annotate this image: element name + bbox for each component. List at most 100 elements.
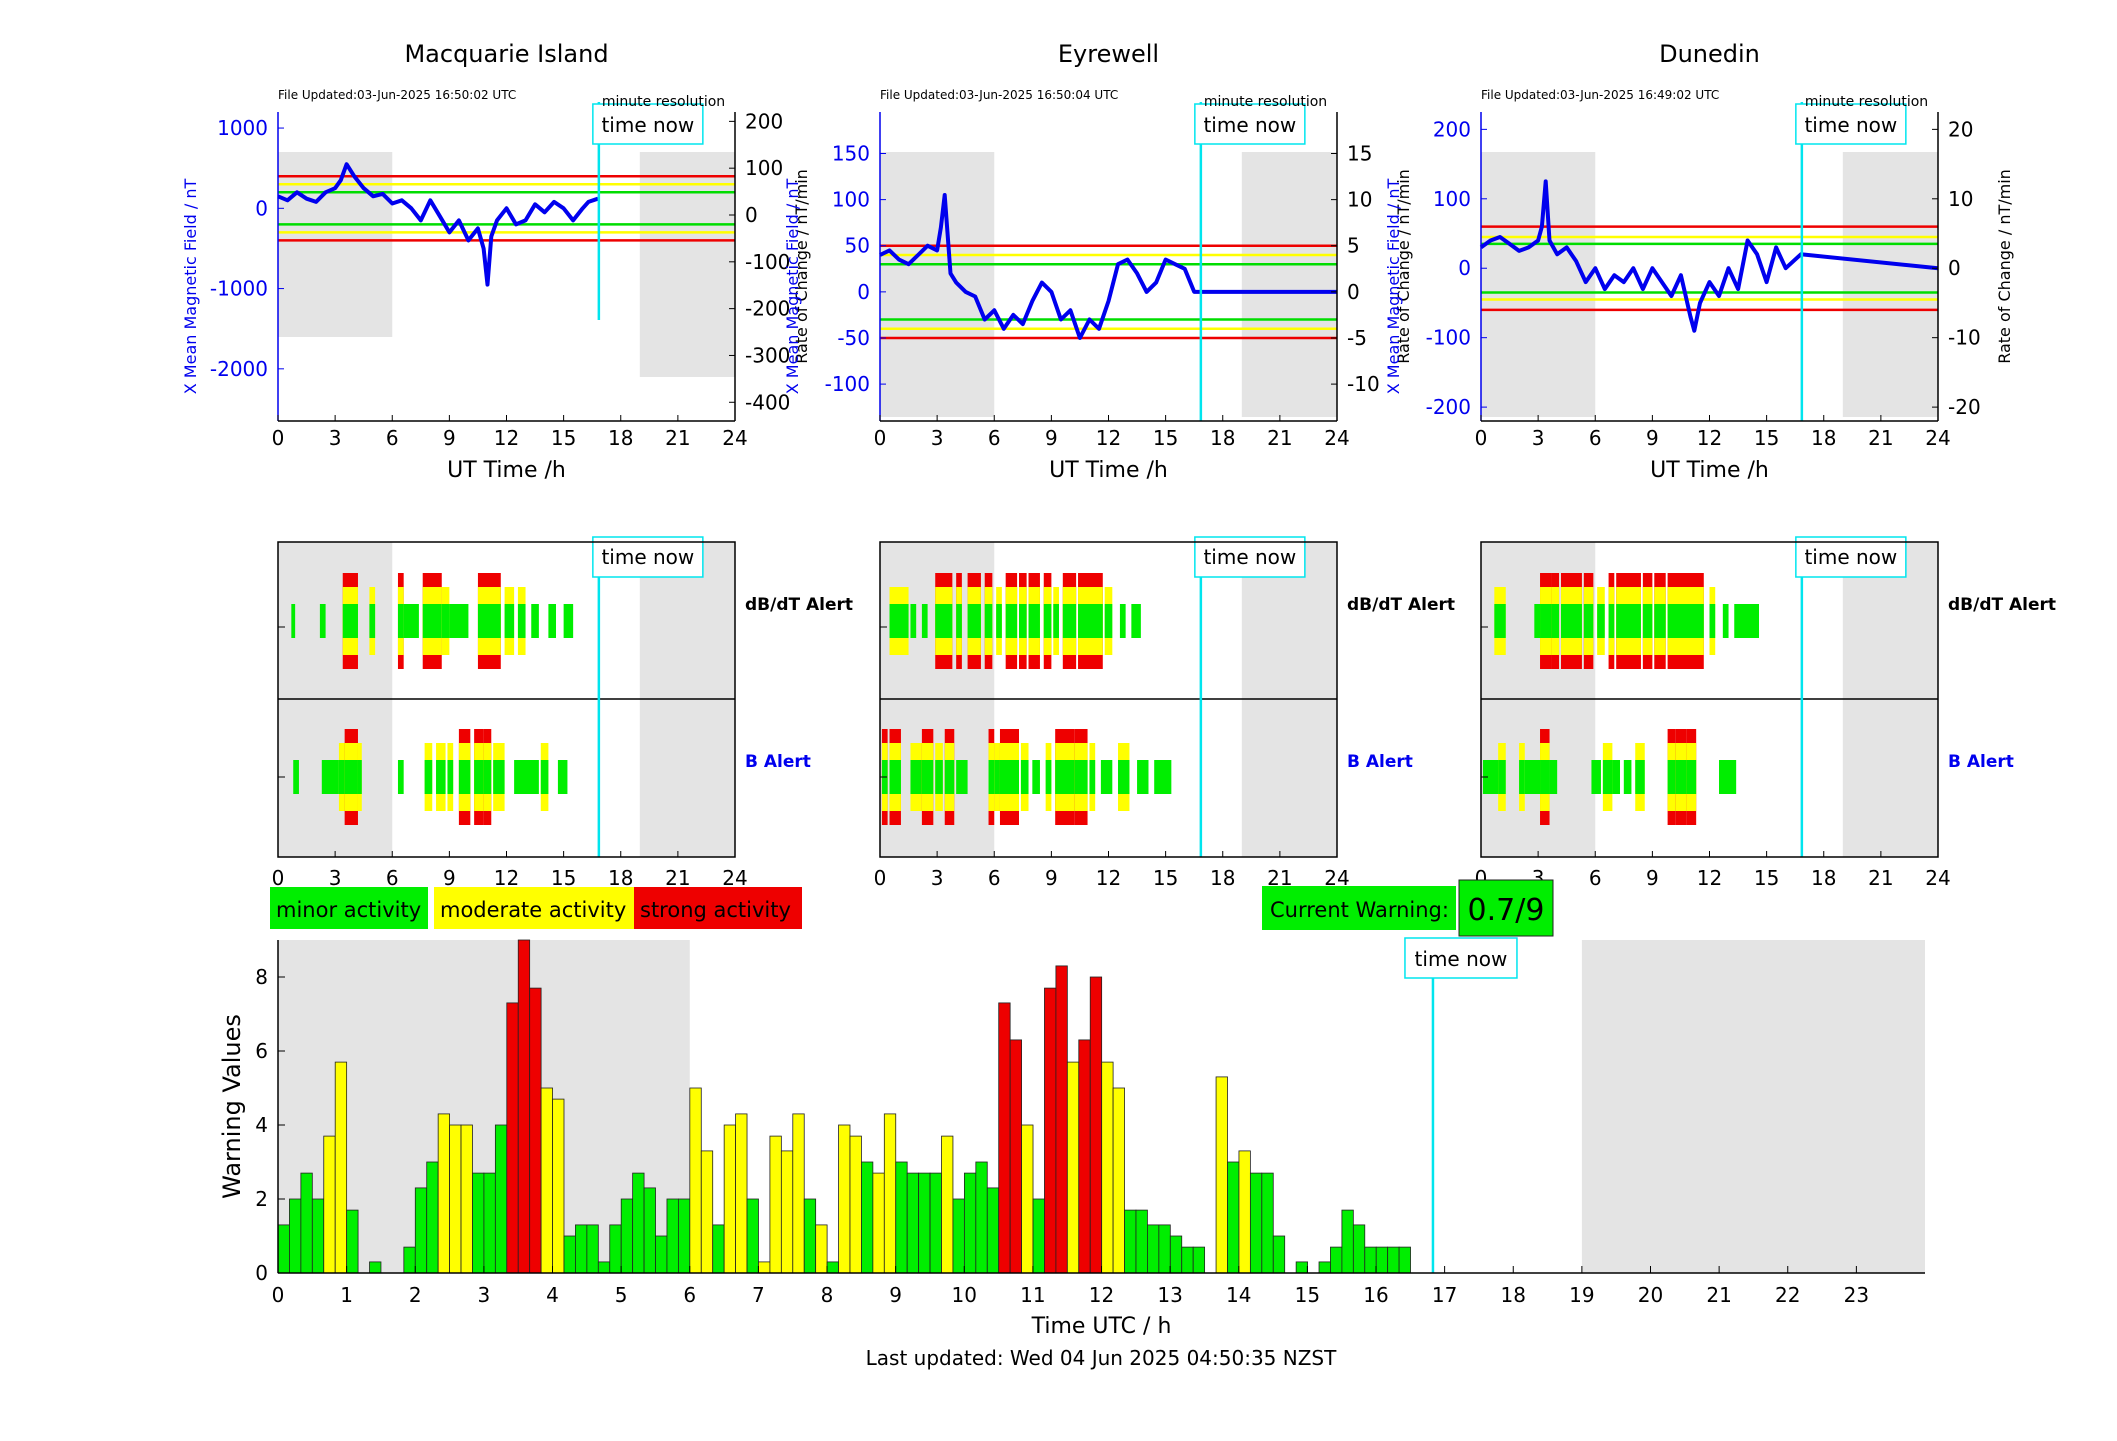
- warning-bar: [792, 1113, 805, 1274]
- b-alert-bar-minor: [1137, 760, 1149, 794]
- warning-bar: [506, 1002, 519, 1274]
- right-tick-label: 100: [745, 156, 783, 180]
- x-tick-label: 3: [329, 426, 342, 450]
- x-axis-label: UT Time /h: [1049, 458, 1168, 483]
- time-now-box: [1194, 103, 1306, 145]
- alert-panel-0: dB/dT Alert B Alert time now 0 3 6 9 12 15 18 21 24: [272, 536, 853, 890]
- warning-bar: [586, 1224, 599, 1274]
- alert-time-now-label: time now: [601, 545, 694, 569]
- dbdt-bar-minor: [504, 604, 515, 638]
- legend-label-strong: strong activity: [640, 898, 791, 922]
- time-now-box: [1795, 103, 1907, 145]
- x-tick-label: 9: [889, 1283, 902, 1307]
- right-tick-label: 0: [745, 203, 758, 227]
- station-panel-1: Eyrewell time now File Updated:03-Jun-2025…: [783, 40, 1413, 483]
- x-tick-label: 3: [478, 1283, 491, 1307]
- station-title: Eyrewell: [1058, 40, 1159, 68]
- b-alert-bar-minor: [1498, 760, 1506, 794]
- warning-bar: [712, 1224, 725, 1274]
- warning-bar: [1089, 976, 1103, 1274]
- warning-bar: [1032, 1198, 1045, 1274]
- x-tick-label: 1: [340, 1283, 353, 1307]
- last-updated: Last updated: Wed 04 Jun 2025 04:50:35 N…: [866, 1346, 1337, 1370]
- b-alert-bar-minor: [935, 760, 943, 794]
- dbdt-bar-minor: [1028, 604, 1040, 638]
- left-tick-label: 100: [1433, 187, 1471, 211]
- x-tick-label: 8: [821, 1283, 834, 1307]
- b-alert-bar-minor: [1074, 760, 1088, 794]
- b-alert-bar-minor: [889, 760, 901, 794]
- b-alert-bar-minor: [1602, 760, 1613, 794]
- dbdt-bar-minor: [531, 604, 539, 638]
- warning-bar: [655, 1235, 668, 1274]
- right-tick-label: 0: [1347, 280, 1360, 304]
- x-tick-label: 18: [1811, 426, 1836, 450]
- warning-bar: [369, 1261, 382, 1274]
- x-axis-label: UT Time /h: [447, 458, 566, 483]
- file-updated: File Updated:03-Jun-2025 16:50:02 UTC: [278, 88, 516, 102]
- x-tick-label: 21: [665, 426, 690, 450]
- right-tick-label: -10: [1948, 326, 1981, 350]
- b-alert-bar-minor: [397, 760, 404, 794]
- legend-label-moderate: moderate activity: [440, 898, 626, 922]
- y-axis-label: Warning Values: [218, 1014, 246, 1199]
- left-tick-label: -100: [825, 372, 870, 396]
- warning-bar: [552, 1098, 565, 1274]
- b-alert-bar-minor: [1524, 760, 1541, 794]
- x-tick-label: 15: [551, 426, 576, 450]
- warning-bar: [1227, 1161, 1240, 1274]
- b-alert-bar-minor: [1089, 760, 1096, 794]
- x-tick-label: 5: [615, 1283, 628, 1307]
- field-series-line: [1479, 179, 1939, 333]
- b-alert-bar-minor: [338, 760, 345, 794]
- dbdt-bar-minor: [517, 604, 526, 638]
- warning-bar: [1375, 1246, 1389, 1274]
- x-tick-label: 0: [874, 426, 887, 450]
- right-tick-label: 10: [1347, 188, 1372, 212]
- warning-bar: [1387, 1246, 1400, 1274]
- warning-bar: [414, 1187, 428, 1274]
- x-tick-label: 6: [683, 1283, 696, 1307]
- warning-bar: [963, 1172, 977, 1274]
- b-alert-bar-minor: [424, 760, 433, 794]
- warning-bar: [1135, 1209, 1148, 1274]
- alert-time-now-label: time now: [1804, 545, 1897, 569]
- legend-label-minor: minor activity: [276, 898, 421, 922]
- warning-bar: [986, 1187, 1000, 1274]
- dbdt-bar-minor: [441, 604, 450, 638]
- warning-bar: [998, 1002, 1011, 1274]
- night-shade-right: [1241, 152, 1337, 417]
- x-tick-label: 6: [988, 426, 1001, 450]
- x-tick-label: 16: [1363, 1283, 1388, 1307]
- warning-bar: [277, 1224, 290, 1274]
- y-tick-label: 4: [255, 1113, 268, 1137]
- dbdt-bar-minor: [984, 604, 993, 638]
- x-tick-label: 20: [1638, 1283, 1663, 1307]
- dbdt-bar-minor: [1583, 604, 1594, 638]
- dbdt-bar-minor: [369, 604, 376, 638]
- dbdt-alert-label: dB/dT Alert: [1948, 595, 2056, 615]
- warning-bar: [1364, 1246, 1377, 1274]
- alert-x-tick-label: 15: [1153, 866, 1178, 890]
- x-tick-label: 12: [494, 426, 519, 450]
- x-tick-label: 7: [752, 1283, 765, 1307]
- x-tick-label: 21: [1267, 426, 1292, 450]
- warning-bar: [723, 1124, 736, 1274]
- station-title: Macquarie Island: [404, 40, 608, 68]
- night-shade-left: [880, 152, 995, 417]
- warning-bar: [883, 1113, 897, 1274]
- b-alert-label: B Alert: [745, 752, 811, 772]
- legend-swatch-moderate: [434, 887, 634, 929]
- right-tick-label: -100: [745, 250, 790, 274]
- dbdt-bar-minor: [1494, 604, 1506, 638]
- b-alert-bar-minor: [493, 760, 505, 794]
- b-alert-bar-minor: [458, 760, 471, 794]
- dbdt-bar-minor: [548, 604, 557, 638]
- warning-bar: [403, 1246, 416, 1274]
- b-alert-bar-minor: [1020, 760, 1029, 794]
- resolution-label: minute resolution: [1805, 94, 1928, 110]
- dbdt-bar-minor: [956, 604, 962, 638]
- field-series-line: [277, 162, 599, 287]
